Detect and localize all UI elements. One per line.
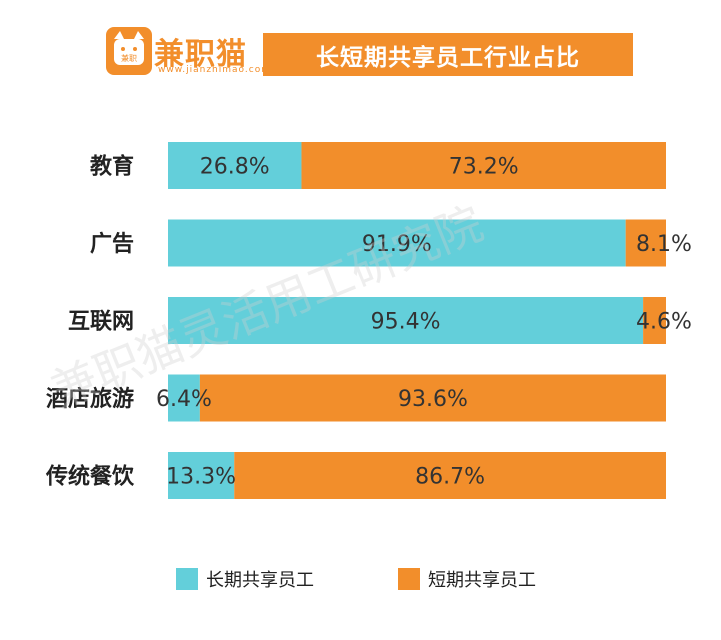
bar-segment-long-term: [168, 219, 626, 267]
data-label-long-term: 95.4%: [371, 310, 441, 335]
data-label-long-term: 13.3%: [166, 465, 236, 490]
bar-segment-short-term: [301, 142, 666, 189]
bar-segment-long-term: [168, 374, 200, 422]
brand-logo: 兼职 兼职猫 www.jianzhimao.com: [106, 27, 270, 81]
legend-label-long-term: 长期共享员工: [206, 570, 314, 591]
bar-segment-long-term: [168, 297, 644, 344]
bar-segment-long-term: [168, 142, 302, 189]
data-label-short-term: 93.6%: [398, 387, 468, 412]
legend-item-long-term: 长期共享员工: [176, 566, 314, 592]
category-label: 广告: [90, 231, 134, 257]
logo-subtext: www.jianzhimao.com: [158, 65, 271, 75]
bar-segment-short-term: [643, 297, 666, 344]
category-label: 酒店旅游: [46, 386, 134, 412]
data-label-short-term: 4.6%: [636, 310, 692, 335]
bar-segment-short-term: [199, 374, 666, 422]
chart-title: 长短期共享员工行业占比: [263, 33, 633, 76]
logo-badge-text: 兼职: [121, 53, 137, 63]
data-label-long-term: 26.8%: [200, 155, 270, 180]
legend-item-short-term: 短期共享员工: [398, 566, 536, 592]
data-label-short-term: 86.7%: [415, 465, 485, 490]
stacked-bar-chart: 教育 26.8% 73.2% 广告 91.9% 8.1% 互联网 95.4% 4.6% 酒店旅游 6…: [45, 142, 692, 499]
bar-segment-short-term: [625, 219, 666, 267]
legend-swatch-short-term: [398, 568, 420, 590]
legend-swatch-long-term: [176, 568, 198, 590]
category-label: 互联网: [68, 310, 134, 335]
chart-legend: 长期共享员工 短期共享员工: [0, 566, 721, 596]
data-label-short-term: 73.2%: [449, 155, 519, 180]
data-label-short-term: 8.1%: [636, 232, 692, 257]
logo-text: 兼职猫: [154, 37, 247, 72]
cat-logo-icon: 兼职: [106, 27, 152, 75]
category-label: 教育: [90, 154, 134, 180]
data-label-long-term: 6.4%: [156, 387, 212, 412]
category-label: 传统餐饮: [45, 464, 135, 490]
bar-segment-short-term: [234, 452, 666, 499]
data-label-long-term: 91.9%: [362, 232, 432, 257]
bar-segment-long-term: [168, 452, 235, 499]
legend-label-short-term: 短期共享员工: [428, 570, 536, 591]
